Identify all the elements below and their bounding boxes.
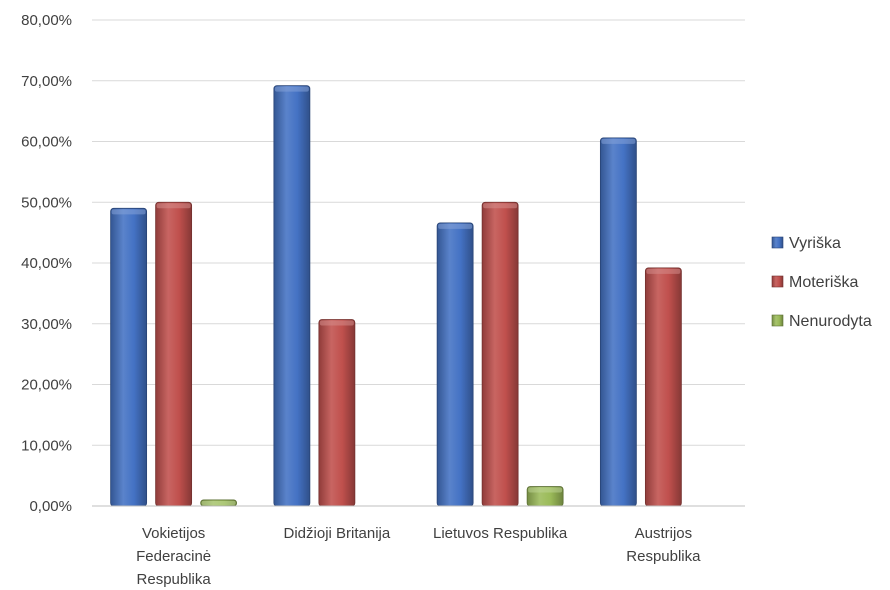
category-label: Didžioji Britanija (284, 525, 391, 542)
y-tick-label: 40,00% (21, 255, 72, 272)
legend-label: Moteriška (789, 274, 858, 291)
bar-vyriska-austrijos-respublika (599, 137, 637, 507)
bar-highlight (646, 268, 681, 274)
bars (110, 85, 682, 507)
bar-moteriska-austrijos-respublika (644, 267, 682, 507)
legend-label: Nenurodyta (789, 313, 872, 330)
legend-item-nenurodyta: Nenurodyta (771, 313, 872, 330)
gridlines (92, 19, 745, 446)
bar-highlight (274, 86, 309, 92)
category-label: Lietuvos Respublika (433, 525, 568, 542)
bar-moteriska-lietuvos-respublika (481, 201, 519, 507)
category-label: Vokietijos Federacinė Respublika (136, 525, 211, 588)
y-tick-label: 70,00% (21, 73, 72, 90)
bar-highlight (601, 138, 636, 144)
bar-highlight (319, 320, 354, 326)
category-labels: Vokietijos Federacinė Respublika Didžioji B… (136, 525, 701, 588)
legend-label: Vyriška (789, 235, 841, 252)
bar-highlight (156, 203, 191, 209)
y-axis-ticks: 0,00% 10,00% 20,00% 30,00% 40,00% 50,00% 60,00… (21, 12, 72, 515)
category-label: Austrijos Respublika (626, 525, 701, 565)
bar-highlight (528, 487, 563, 493)
legend-swatch (771, 275, 784, 288)
y-tick-label: 0,00% (29, 498, 72, 515)
y-tick-label: 80,00% (21, 12, 72, 29)
legend-item-vyriska: Vyriška (771, 235, 841, 252)
bar-vyriska-didzioji-britanija (273, 85, 311, 507)
y-tick-label: 60,00% (21, 134, 72, 151)
legend-swatch (771, 314, 784, 327)
bar-highlight (111, 209, 146, 215)
legend-swatch (771, 236, 784, 249)
y-tick-label: 50,00% (21, 194, 72, 211)
bar-vyriska-lietuvos-respublika (436, 222, 474, 507)
bar-highlight (201, 500, 236, 505)
y-tick-label: 20,00% (21, 377, 72, 394)
bar-highlight (483, 203, 518, 209)
bar-moteriska-didzioji-britanija (318, 319, 356, 507)
y-tick-label: 30,00% (21, 316, 72, 333)
legend-item-moteriska: Moteriška (771, 274, 858, 291)
y-tick-label: 10,00% (21, 437, 72, 454)
bar-highlight (438, 223, 473, 229)
legend: Vyriška Moteriška Nenurodyta (771, 235, 872, 330)
bar-vyriska-vokietijos-federacine-respublika (110, 207, 148, 507)
bar-moteriska-vokietijos-federacine-respublika (155, 201, 193, 507)
